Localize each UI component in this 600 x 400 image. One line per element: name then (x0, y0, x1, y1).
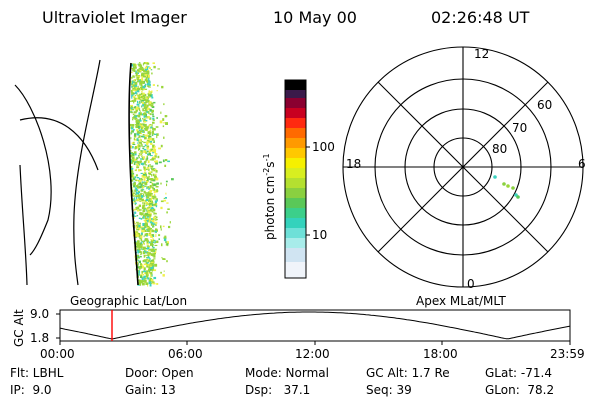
instrument-title: Ultraviolet Imager (42, 8, 187, 27)
gc-alt-info: GC Alt: 1.7 Re (366, 366, 450, 380)
image-grid-lines (14, 59, 101, 286)
mode-info: Mode: Normal (245, 366, 329, 380)
polar-grid (342, 46, 584, 288)
time-tick-1200: 12:00 (295, 347, 330, 361)
time-tick-0600: 06:00 (168, 347, 203, 361)
date-label: 10 May 00 (273, 8, 357, 27)
colorbar-unit-label: photon cm-2s-1 (262, 153, 277, 240)
dsp-info: Dsp: 37.1 (245, 383, 311, 397)
limb-line (128, 62, 139, 286)
mlat-label-60: 60 (537, 98, 553, 112)
filter-info: Flt: LBHL (10, 366, 64, 380)
seq-info: Seq: 39 (366, 383, 412, 397)
colorbar (284, 79, 310, 279)
colorbar-tick-10: 10 (312, 228, 328, 242)
time-tick-2359: 23:59 (550, 347, 585, 361)
mlt-label-0: 0 (467, 277, 475, 291)
mlt-label-6: 6 (578, 157, 586, 171)
mlt-label-18: 18 (346, 157, 362, 171)
altitude-curve (59, 311, 571, 340)
geographic-label: Geographic Lat/Lon (70, 294, 188, 308)
mlat-label-70: 70 (512, 121, 528, 135)
ip-info: IP: 9.0 (10, 383, 52, 397)
time-label: 02:26:48 UT (431, 8, 530, 27)
mlat-label-80: 80 (492, 142, 508, 156)
alt-tick-low: 1.8 (30, 331, 50, 345)
gain-info: Gain: 13 (125, 383, 176, 397)
time-tick-0000: 00:00 (40, 347, 75, 361)
alt-tick-high: 9.0 (30, 307, 50, 321)
apex-label: Apex MLat/MLT (416, 294, 506, 308)
door-info: Door: Open (125, 366, 194, 380)
altitude-plot (56, 309, 571, 345)
time-tick-1800: 18:00 (423, 347, 458, 361)
glon-info: GLon: 78.2 (485, 383, 555, 397)
mlt-label-12: 12 (474, 47, 490, 61)
glat-info: GLat: -71.4 (485, 366, 552, 380)
auroral-emission-band (129, 62, 174, 287)
polar-emission-spots (493, 175, 520, 199)
colorbar-tick-100: 100 (312, 140, 335, 154)
gc-alt-axis-label: GC Alt (12, 309, 26, 347)
